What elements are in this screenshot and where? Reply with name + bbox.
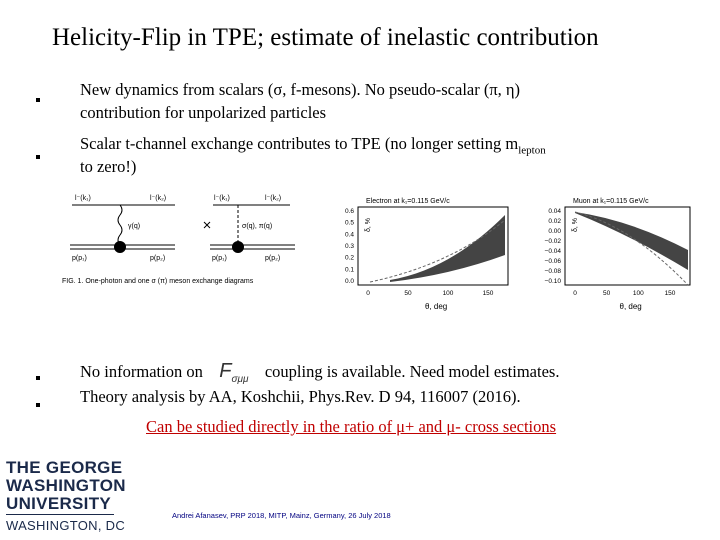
y-tick-label: 0.0: [345, 278, 354, 285]
diagram-label: l⁻(k₂): [150, 195, 166, 202]
y-tick-label: −0.02: [545, 238, 562, 245]
text: coupling is available. Need model estima…: [264, 362, 560, 381]
diagram-label: p(p₁): [72, 255, 87, 262]
diagram-label: l⁻(k₂): [265, 195, 281, 202]
x-axis-label: θ, deg: [620, 302, 642, 311]
y-tick-label: 0.2: [345, 255, 354, 262]
figure-caption: FIG. 1. One-photon and one σ (π) meson e…: [62, 278, 254, 285]
diagram-label: p(p₁): [212, 255, 227, 262]
plot-frame: [357, 206, 509, 286]
formula-subscript: σμμ: [231, 374, 249, 385]
x-tick-label: 0: [573, 290, 577, 297]
highlight-text: Can be studied directly in the ratio of …: [146, 417, 557, 436]
plot-frame: [564, 206, 691, 286]
logo-text: UNIVERSITY: [6, 494, 112, 513]
bullet-text: Scalar t-channel exchange contributes to…: [80, 134, 546, 156]
x-tick-label: 150: [665, 290, 676, 297]
y-tick-label: 0.02: [548, 218, 561, 225]
x-tick-label: 50: [404, 290, 412, 297]
plot-curve: [369, 219, 506, 283]
y-tick-label: 0.6: [345, 208, 354, 215]
footer: Andrei Afanasev, PRP 2018, MITP, Mainz, …: [172, 511, 391, 520]
formula: Fσμμ: [203, 360, 265, 385]
diagram-label: l⁻(k₁): [214, 195, 230, 202]
bullet-text: No information on Fσμμ coupling is availab…: [80, 360, 559, 385]
x-tick-label: 50: [603, 290, 611, 297]
logo-text: THE GEORGE: [6, 458, 123, 477]
bullet-marker: [36, 403, 40, 407]
diagram-label: γ(q): [128, 223, 140, 230]
formula-symbol: F: [219, 360, 232, 382]
diagram-label: p(p₂): [150, 255, 165, 262]
bullet-marker: [36, 98, 40, 102]
y-tick-label: 0.04: [548, 208, 561, 215]
bullet-text: contribution for unpolarized particles: [80, 103, 327, 122]
y-tick-label: 0.00: [548, 228, 561, 235]
diagram-label: σ(q), π(q): [242, 223, 272, 230]
x-tick-label: 100: [633, 290, 644, 297]
bullet-marker: [36, 155, 40, 159]
plot-curve: [574, 211, 689, 286]
y-tick-label: −0.06: [545, 258, 562, 265]
x-tick-label: 150: [483, 290, 494, 297]
bullet-text: to zero!): [80, 157, 137, 176]
diagram-label: l⁻(k₁): [75, 195, 91, 202]
vertex: [232, 241, 244, 253]
subscript: lepton: [518, 144, 546, 157]
plot-band: [390, 215, 505, 282]
bullet-text: Theory analysis by AA, Koshchii, Phys.Re…: [80, 387, 521, 406]
text: Scalar t-channel exchange contributes to…: [80, 134, 519, 153]
logo-text: WASHINGTON, DC: [6, 518, 126, 533]
y-tick-label: −0.04: [545, 248, 562, 255]
y-axis-label: δ, %: [572, 218, 579, 232]
y-tick-label: −0.08: [545, 268, 562, 275]
y-tick-label: 0.1: [345, 266, 354, 273]
logo-rule: [6, 514, 114, 515]
x-axis-label: θ, deg: [425, 302, 447, 311]
plot-title: Electron at k₁=0.115 GeV/c: [366, 198, 450, 205]
y-tick-label: −0.10: [545, 278, 562, 285]
plot-band: [575, 212, 688, 270]
diagram-label: p(p₂): [265, 255, 280, 262]
x-tick-label: 0: [366, 290, 370, 297]
bullet-text: New dynamics from scalars (σ, f-mesons).…: [80, 80, 521, 99]
y-tick-label: 0.5: [345, 220, 354, 227]
y-axis-label: δ, %: [365, 218, 372, 232]
y-tick-label: 0.3: [345, 243, 354, 250]
logo-text: WASHINGTON: [6, 476, 126, 495]
plot-title: Muon at k₁=0.115 GeV/c: [573, 198, 649, 205]
bullet-marker: [36, 376, 40, 380]
text: No information on: [80, 362, 203, 381]
x-tick-label: 100: [443, 290, 454, 297]
y-tick-label: 0.4: [345, 231, 354, 238]
vertex: [114, 241, 126, 253]
slide-title: Helicity-Flip in TPE; estimate of inelas…: [52, 24, 599, 51]
